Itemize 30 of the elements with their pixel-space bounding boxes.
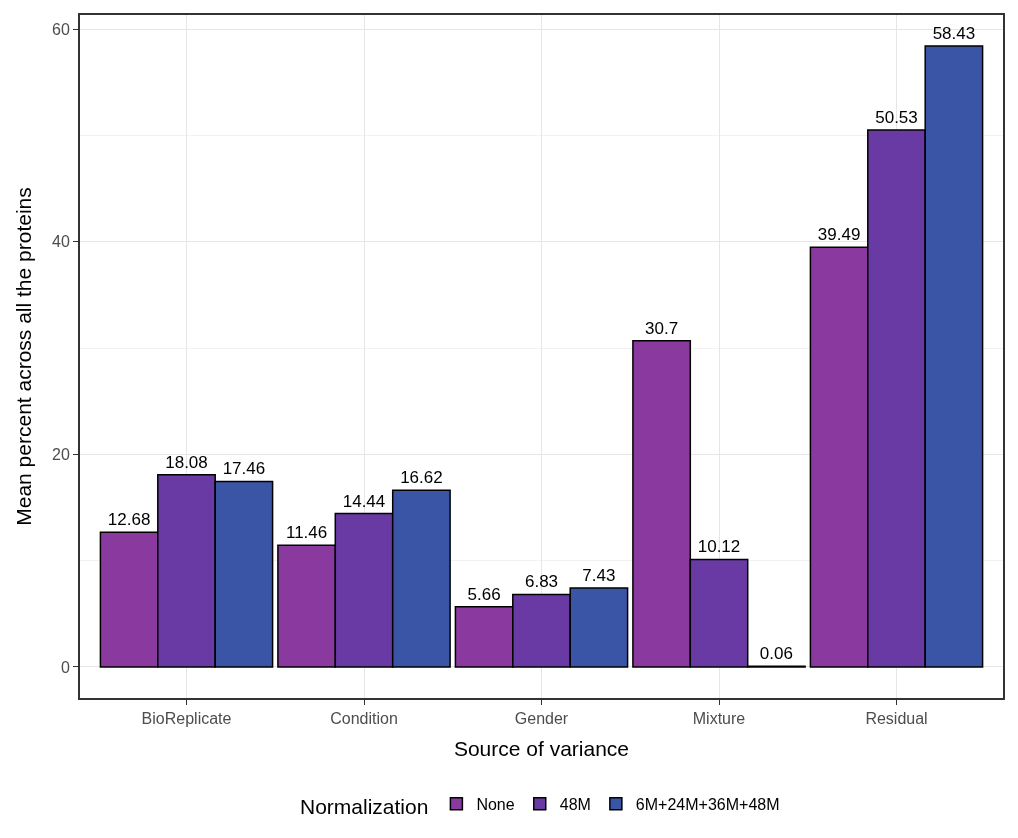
data-label: 0.06 — [759, 644, 793, 664]
x-axis-title: Source of variance — [453, 736, 630, 760]
x-tick-label: Condition — [330, 710, 398, 728]
x-tick-label: Gender — [514, 710, 569, 728]
legend-label: 48M — [559, 795, 591, 813]
data-label: 58.43 — [932, 24, 976, 44]
legend-label: None — [476, 795, 515, 813]
y-tick-label: 40 — [52, 233, 70, 251]
x-tick-label: BioReplicate — [141, 710, 232, 728]
y-tick-label: 60 — [52, 20, 70, 38]
data-label: 18.08 — [165, 452, 208, 472]
data-label: 39.49 — [817, 225, 861, 245]
x-tick-label: Residual — [865, 710, 928, 728]
legend-title: Normalization — [300, 795, 429, 819]
x-tick-label: Mixture — [692, 710, 746, 728]
y-tick-label: 0 — [60, 658, 70, 676]
y-tick-label: 20 — [52, 446, 70, 464]
data-label: 30.7 — [645, 318, 679, 338]
data-label: 10.12 — [697, 537, 741, 557]
y-axis-title: Mean percent across all the proteins — [11, 187, 35, 526]
data-label: 7.43 — [582, 566, 616, 586]
data-label: 6.83 — [524, 572, 559, 592]
data-label: 16.62 — [400, 468, 443, 488]
data-label: 50.53 — [875, 107, 918, 127]
data-label: 5.66 — [467, 584, 501, 604]
legend-label: 6M+24M+36M+48M — [635, 795, 780, 813]
data-label: 12.68 — [107, 510, 151, 530]
data-label: 14.44 — [342, 491, 386, 511]
data-label: 11.46 — [285, 523, 328, 543]
data-label: 17.46 — [222, 459, 266, 479]
